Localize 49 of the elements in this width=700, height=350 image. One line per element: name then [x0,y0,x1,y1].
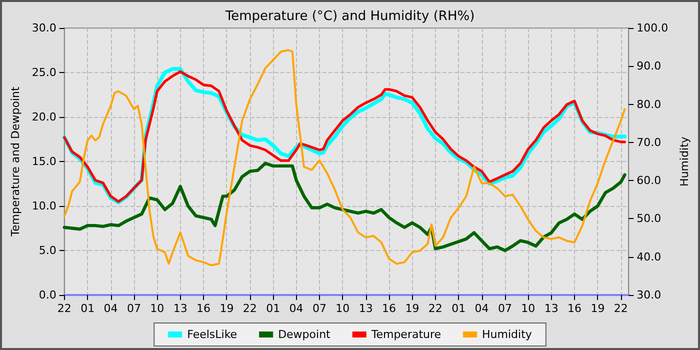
legend-label: Dewpoint [278,328,332,341]
x-tick-label: 01 [452,302,466,315]
x-tick-label: 19 [405,302,420,315]
x-tick-label: 22 [57,302,72,315]
y-tick-label: 25.0 [32,66,56,79]
line-series [63,49,626,266]
x-tick-label: 01 [266,302,280,315]
y-tick-label: 20.0 [32,110,56,124]
y-tick-label: 15.0 [32,155,56,168]
x-tick-label: 22 [242,302,257,315]
x-tick-label: 16 [196,302,211,315]
x-tick-label: 10 [150,302,164,315]
x-tick-label: 19 [220,302,234,315]
y2-axis-title: Humidity [678,136,691,186]
y2-tick-label: 40.0 [636,250,662,264]
legend-label: Humidity [482,328,532,341]
x-tick-label: 22 [428,302,442,315]
x-tick-label: 07 [498,302,512,315]
y2-tick-label: 80.0 [636,98,662,111]
x-tick-label: 04 [104,302,118,315]
x-tick-label: 13 [358,302,373,315]
y2-tick-label: 100.0 [636,22,668,34]
y-tick-label: 5.0 [38,244,56,257]
x-tick-label: 04 [474,302,489,315]
x-tick-label: 13 [173,302,188,315]
y2-tick-label: 50.0 [636,212,662,226]
legend-label: FeelsLike [187,328,238,341]
line-series [62,162,626,252]
x-tick-label: 19 [590,302,605,315]
legend-label: Temperature [370,328,442,341]
y2-tick-label: 30.0 [636,288,662,302]
y-tick-label: 30.0 [32,22,56,34]
x-tick-label: 10 [521,302,536,315]
x-tick-label: 13 [544,302,558,315]
chart-title: Temperature (°C) and Humidity (RH%) [224,9,475,24]
y2-tick-label: 90.0 [636,60,662,73]
x-tick-label: 16 [568,302,582,315]
x-tick-label: 22 [614,302,628,315]
x-tick-label: 01 [80,302,95,315]
y2-tick-label: 70.0 [636,136,662,149]
y-tick-label: 10.0 [32,200,56,212]
x-tick-label: 07 [126,302,141,315]
x-tick-label: 07 [312,302,326,315]
x-tick-label: 04 [289,302,304,315]
x-tick-label: 16 [382,302,396,315]
y-axis-title: Temperature and Dewpoint [9,86,22,238]
x-tick-label: 10 [336,302,350,315]
y2-tick-label: 60.0 [636,174,662,188]
y-tick-label: 0.0 [38,288,56,302]
